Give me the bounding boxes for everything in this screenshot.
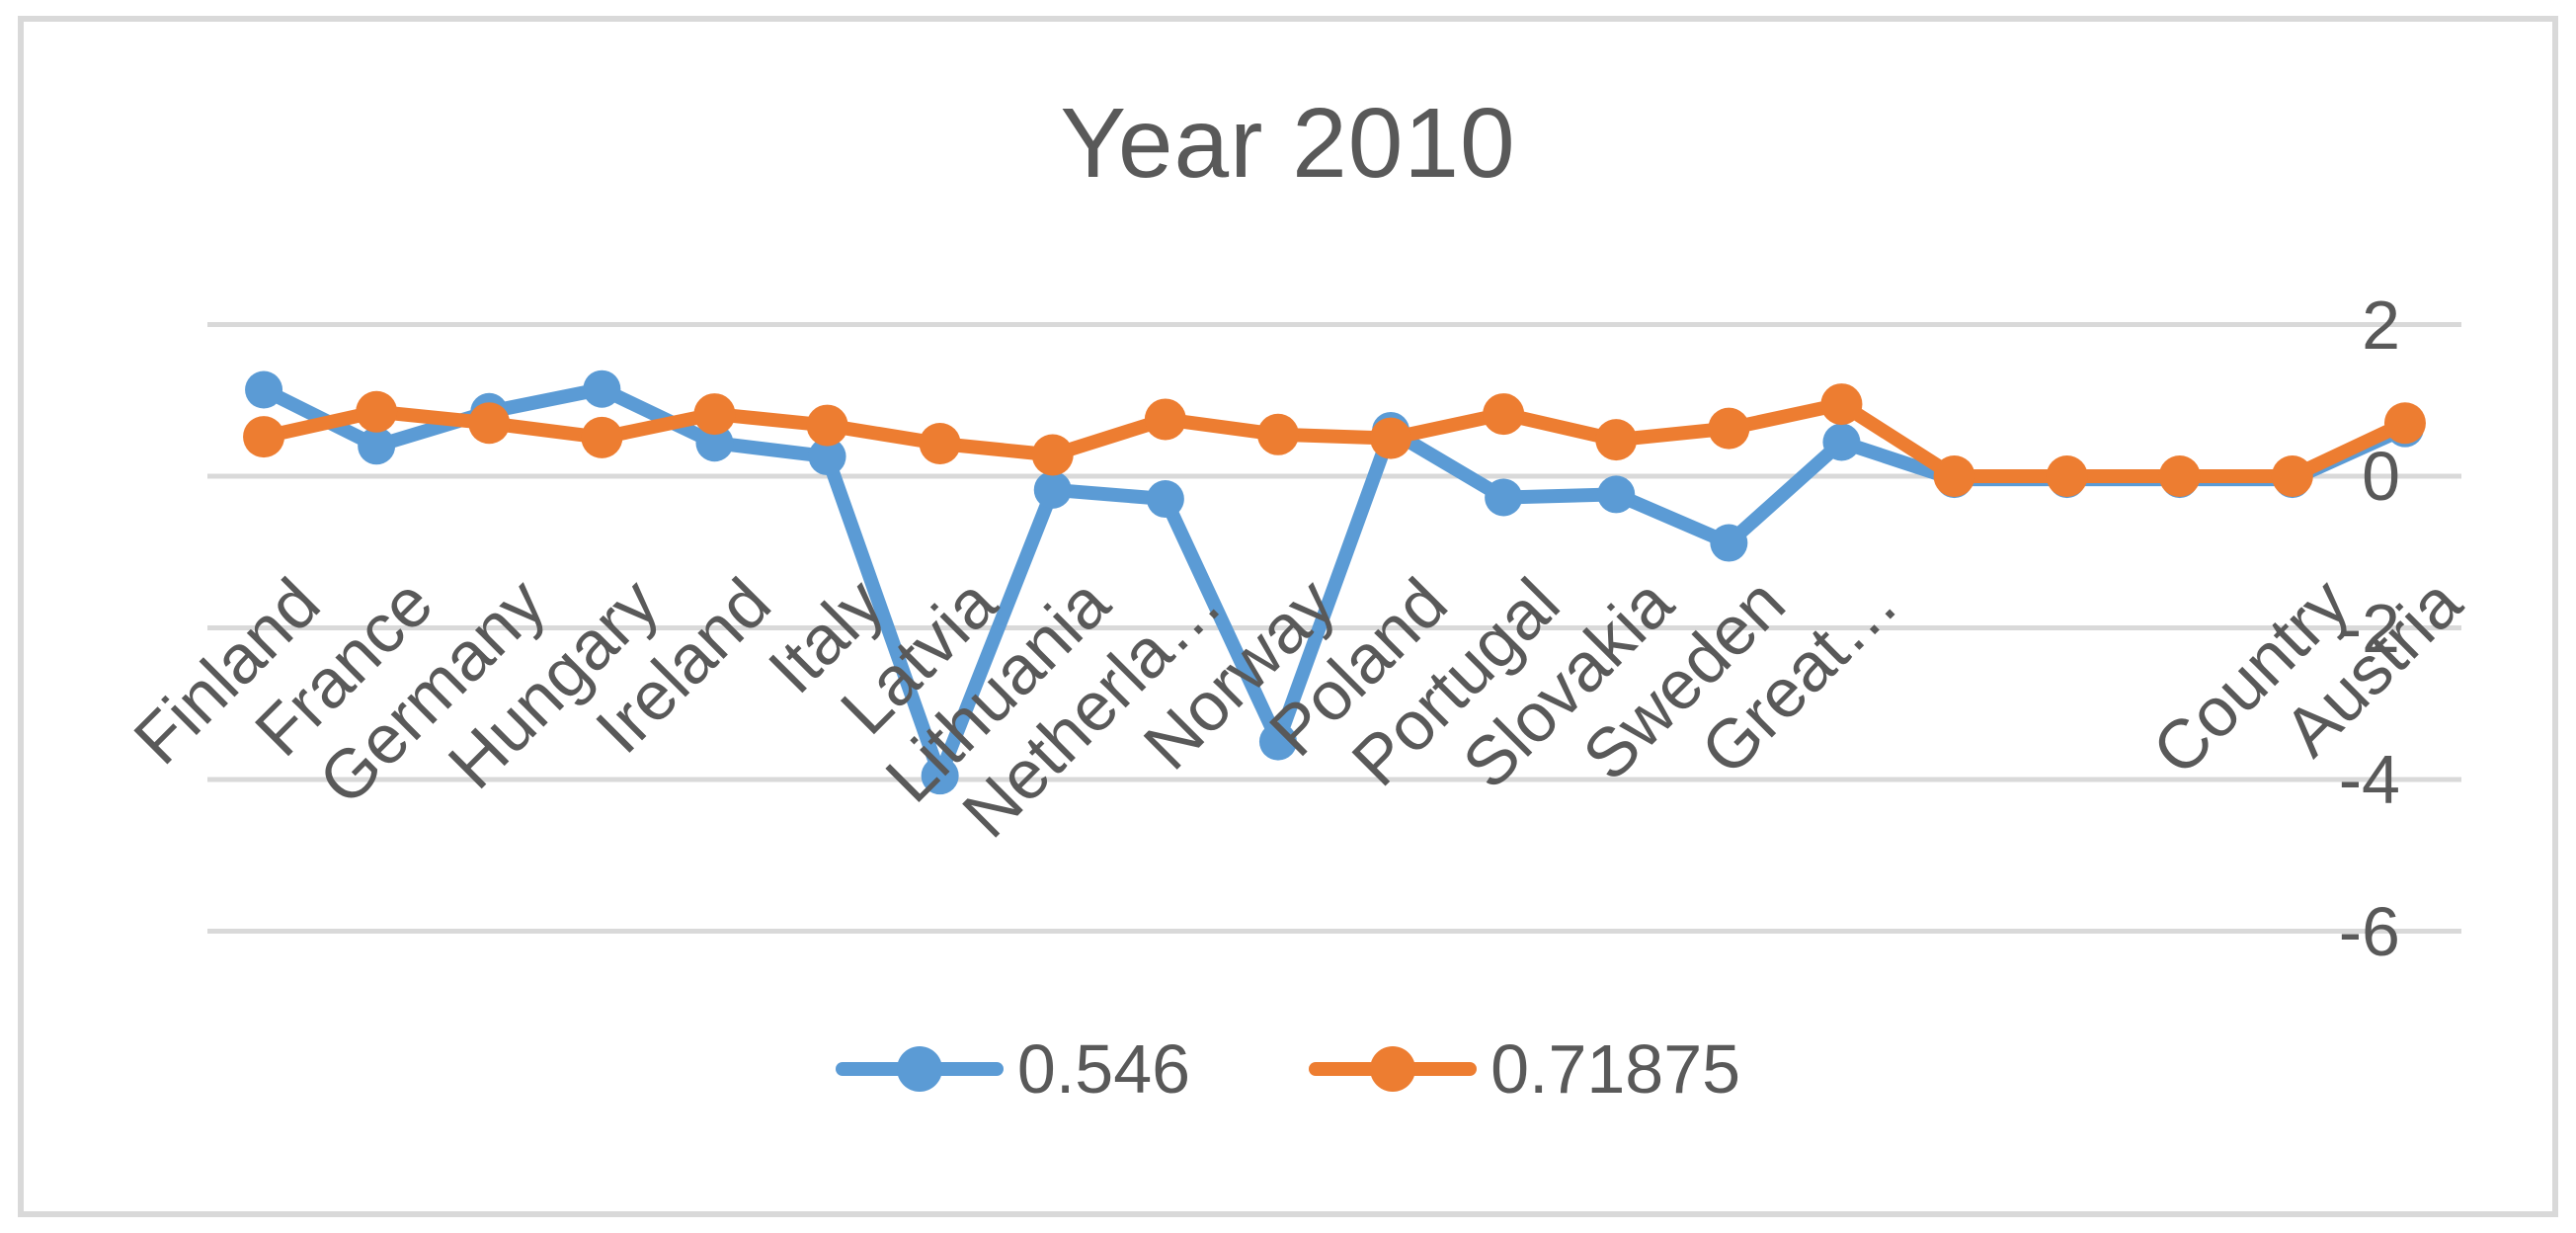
data-point-marker [581, 416, 623, 458]
data-point-marker [1483, 393, 1525, 436]
data-point-marker [1708, 407, 1750, 450]
y-axis-tick-label: -4 [2338, 741, 2400, 818]
y-axis-tick-label: -6 [2338, 892, 2400, 970]
chart-title: Year 2010 [1060, 88, 1516, 199]
data-point-marker [2271, 455, 2313, 497]
data-point-marker [243, 416, 285, 458]
y-axis-tick-label: -2 [2338, 589, 2400, 667]
data-point-marker [1258, 722, 1297, 761]
data-point-marker [695, 424, 734, 462]
legend-dot-icon [1370, 1046, 1416, 1092]
data-point-marker [2158, 455, 2201, 497]
data-point-marker [1146, 480, 1184, 519]
legend-item: 0.71875 [1309, 1029, 1740, 1109]
legend: 0.546 0.71875 [0, 1029, 2576, 1109]
legend-line-marker-icon [835, 1046, 1004, 1092]
data-point-marker [1370, 417, 1412, 459]
data-point-marker [2046, 455, 2088, 497]
data-point-marker [1933, 455, 1975, 497]
data-point-marker [1597, 475, 1636, 514]
data-point-marker [921, 757, 959, 795]
data-point-marker [806, 404, 848, 447]
data-point-marker [583, 370, 621, 408]
y-axis-tick-label: 2 [2362, 286, 2400, 364]
data-point-marker [1031, 434, 1074, 476]
data-point-marker [1033, 470, 1072, 509]
data-point-marker [468, 402, 511, 445]
data-point-marker [1144, 398, 1186, 441]
data-point-marker [919, 422, 961, 464]
data-point-marker [1710, 524, 1748, 562]
legend-dot-icon [896, 1046, 942, 1092]
legend-label: 0.71875 [1490, 1030, 1741, 1108]
legend-label: 0.546 [1016, 1030, 1191, 1108]
data-point-marker [358, 427, 396, 465]
data-point-marker [1822, 423, 1861, 461]
legend-line-marker-icon [1309, 1046, 1478, 1092]
data-point-marker [356, 390, 398, 433]
data-point-marker [2383, 402, 2426, 445]
data-point-marker [1820, 383, 1863, 426]
data-point-marker [245, 370, 283, 409]
legend-item: 0.546 [835, 1029, 1191, 1109]
data-point-marker [808, 438, 846, 476]
data-point-marker [1485, 478, 1523, 517]
data-point-marker [1595, 419, 1638, 461]
y-axis-tick-label: 0 [2362, 438, 2400, 515]
data-point-marker [693, 393, 736, 436]
data-point-marker [1256, 413, 1299, 455]
chart-border [18, 16, 2558, 1217]
